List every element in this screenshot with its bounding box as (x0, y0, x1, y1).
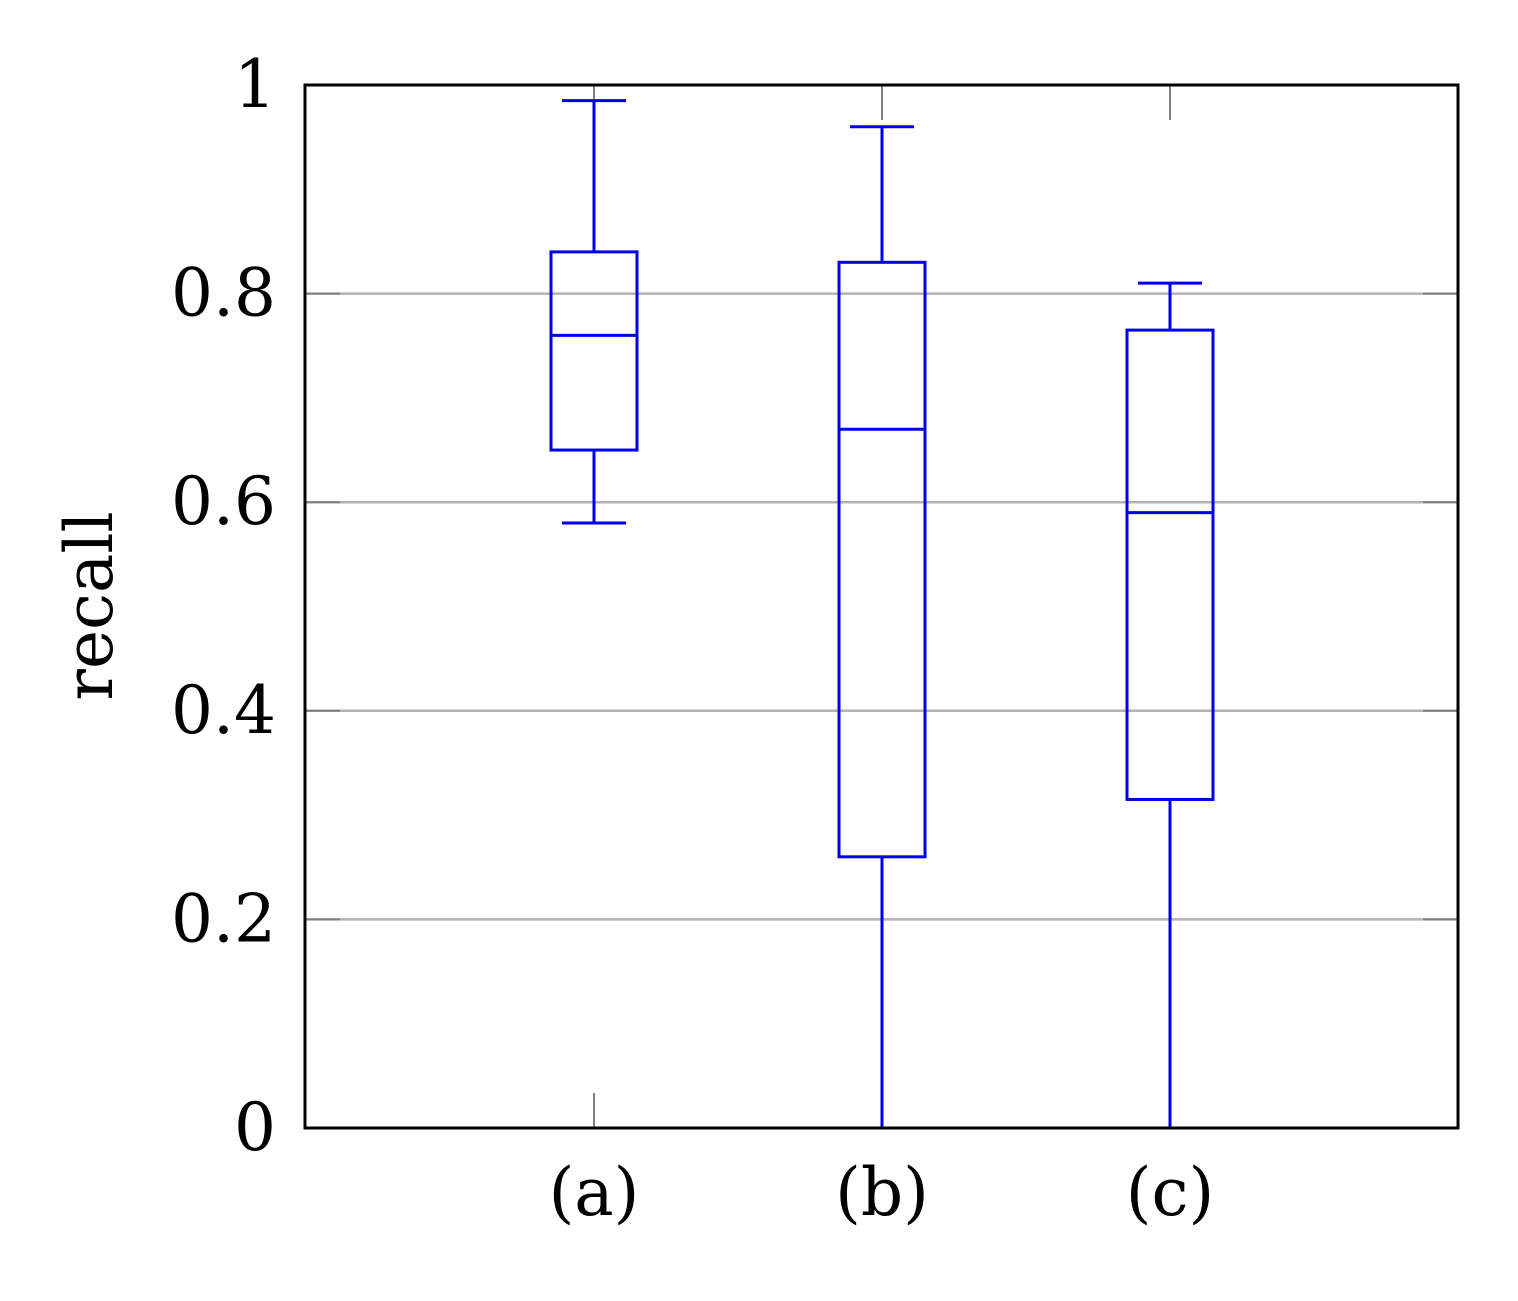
y-axis-label: recall (51, 511, 128, 700)
iqr-box (837, 260, 927, 859)
box-0 (549, 99, 639, 525)
y-tick-label: 1 (234, 46, 276, 123)
y-tick-label: 0.4 (171, 672, 276, 749)
y-tick-labels: 0 0.2 0.4 0.6 0.8 1 (171, 46, 276, 1166)
x-tick-label: (a) (549, 1154, 640, 1231)
y-tick-label: 0 (234, 1089, 276, 1166)
x-tick-label: (b) (835, 1154, 929, 1231)
x-tick-labels: (a) (b) (c) (549, 1154, 1215, 1231)
box-1 (837, 125, 927, 1130)
y-tick-label: 0.6 (171, 463, 276, 540)
y-tick-label: 0.8 (171, 255, 276, 332)
box-2 (1125, 281, 1215, 1130)
y-tick-label: 0.2 (171, 880, 276, 957)
iqr-box (549, 250, 639, 452)
x-tick-label: (c) (1126, 1154, 1214, 1231)
iqr-box (1125, 328, 1215, 801)
plot-frame (303, 83, 1460, 1130)
box-layer (549, 99, 1215, 1130)
